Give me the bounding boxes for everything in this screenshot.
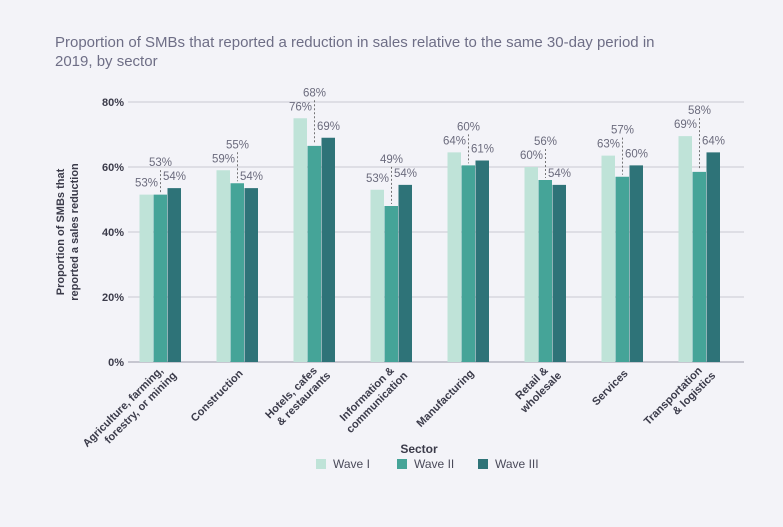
y-axis-label-line: Proportion of SMBs that	[55, 168, 67, 295]
bar-wave-iii	[398, 184, 412, 362]
y-tick-label: 60%	[102, 162, 124, 174]
bar-wave-ii	[692, 171, 706, 362]
legend-label: Wave III	[495, 457, 539, 471]
chart-title-line: Proportion of SMBs that reported a reduc…	[55, 34, 655, 51]
bar-value-label: 60%	[625, 148, 648, 160]
bar-value-label: 61%	[471, 144, 494, 156]
bar-wave-i	[293, 118, 307, 362]
chart-title-line: 2019, by sector	[55, 53, 158, 70]
x-tick-label-line: Services	[590, 368, 630, 408]
bar-wave-iii	[475, 160, 489, 362]
bar-value-label: 49%	[380, 154, 403, 166]
x-tick-label: Information &communication	[335, 360, 410, 435]
bar-value-label: 56%	[534, 136, 557, 148]
legend-swatch	[478, 459, 488, 469]
legend-label: Wave I	[333, 457, 370, 471]
bar-wave-iii	[552, 184, 566, 362]
y-tick-label: 0%	[108, 357, 124, 369]
y-tick-label: 40%	[102, 227, 124, 239]
bar-wave-i	[139, 194, 153, 362]
bar-value-label: 54%	[548, 168, 571, 180]
x-tick-label: Hotels, cafes& restaurants	[263, 361, 333, 431]
bar-value-label: 58%	[688, 105, 711, 117]
bar-value-label: 64%	[702, 135, 725, 147]
bar-wave-i	[447, 152, 461, 362]
bar-wave-ii	[461, 165, 475, 362]
bar-value-label: 63%	[597, 139, 620, 151]
bar-wave-i	[601, 155, 615, 362]
bar-wave-ii	[384, 206, 398, 362]
x-tick-label: Manufacturing	[415, 368, 477, 430]
legend-swatch	[397, 459, 407, 469]
bar-wave-iii	[706, 152, 720, 362]
x-tick-label: Agriculture, farming,forestry, or mining	[81, 361, 179, 459]
bar-value-label: 59%	[212, 153, 235, 165]
bar-wave-ii	[307, 145, 321, 362]
y-axis-label: Proportion of SMBs that reported a sales …	[55, 163, 81, 301]
bar-value-label: 53%	[149, 157, 172, 169]
bar-wave-i	[370, 189, 384, 362]
bar-value-label: 68%	[303, 87, 326, 99]
bar-value-label: 69%	[674, 119, 697, 131]
legend-label: Wave II	[414, 457, 454, 471]
bar-wave-ii	[153, 194, 167, 362]
bar-value-label: 57%	[611, 125, 634, 137]
bar-value-label: 54%	[240, 171, 263, 183]
bar-wave-i	[524, 167, 538, 362]
x-tick-label: Transportation& logistics	[642, 361, 718, 437]
bar-wave-i	[678, 136, 692, 362]
bar-value-label: 60%	[457, 121, 480, 133]
bar-wave-i	[216, 170, 230, 362]
x-tick-label: Services	[590, 368, 630, 408]
bar-value-label: 76%	[289, 101, 312, 113]
bar-value-label: 64%	[443, 135, 466, 147]
legend-swatch	[316, 459, 326, 469]
bar-value-label: 60%	[520, 150, 543, 162]
bar-value-label: 55%	[226, 139, 249, 151]
bar-value-label: 54%	[163, 171, 186, 183]
y-tick-label: 80%	[102, 97, 124, 109]
x-tick-label-line: Agriculture, farming,	[81, 365, 166, 450]
x-axis-label: Sector	[400, 442, 438, 456]
bar-value-label: 53%	[135, 178, 158, 190]
bar-wave-iii	[167, 188, 181, 362]
bar-wave-ii	[615, 176, 629, 362]
bar-wave-iii	[321, 137, 335, 362]
x-tick-label: Construction	[189, 367, 246, 424]
y-tick-label: 20%	[102, 292, 124, 304]
bar-wave-ii	[538, 180, 552, 362]
bar-value-label: 53%	[366, 173, 389, 185]
bar-value-label: 54%	[394, 168, 417, 180]
x-tick-label: Retail &wholesale	[509, 361, 565, 417]
y-axis-label-line: reported a sales reduction	[69, 163, 81, 301]
bar-wave-iii	[244, 188, 258, 362]
x-tick-label-line: Manufacturing	[415, 368, 477, 430]
bar-wave-iii	[629, 165, 643, 362]
bar-value-label: 69%	[317, 121, 340, 133]
bar-wave-ii	[230, 183, 244, 362]
x-tick-label-line: Construction	[189, 367, 246, 424]
